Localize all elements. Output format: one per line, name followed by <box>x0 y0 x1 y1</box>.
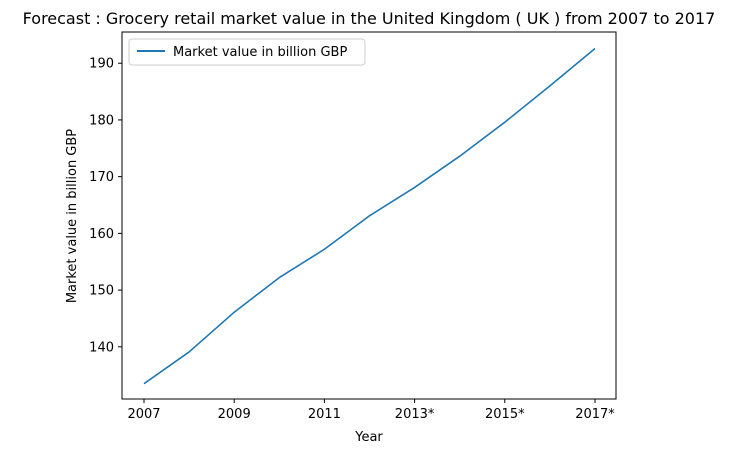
x-tick-label: 2007 <box>127 407 160 422</box>
y-tick-label: 170 <box>89 170 114 185</box>
y-tick-label: 160 <box>89 227 114 242</box>
plot-area <box>121 31 617 400</box>
x-tick-label: 2009 <box>218 407 251 422</box>
legend-box <box>128 38 366 66</box>
series-lines <box>143 47 596 385</box>
y-axis-ticks: 140 150 160 170 180 190 <box>89 57 122 355</box>
y-tick-label: 190 <box>89 57 114 72</box>
x-tick-label: 2013* <box>395 407 435 422</box>
y-tick-label: 180 <box>89 113 114 128</box>
x-tick-label: 2017* <box>575 407 615 422</box>
y-axis-label: Market value in billion GBP <box>65 129 80 303</box>
chart-title: Forecast : Grocery retail market value i… <box>23 9 716 28</box>
y-tick-label: 140 <box>89 340 114 355</box>
x-axis-ticks: 2007 2009 2011 2013* 2015* 2017* <box>127 399 615 422</box>
x-axis-label: Year <box>354 430 383 445</box>
legend: Market value in billion GBP <box>128 38 366 66</box>
series-line-0 <box>143 47 596 385</box>
legend-label: Market value in billion GBP <box>173 45 347 60</box>
y-tick-label: 150 <box>89 284 114 299</box>
x-tick-label: 2015* <box>485 407 525 422</box>
x-tick-label: 2011 <box>308 407 341 422</box>
